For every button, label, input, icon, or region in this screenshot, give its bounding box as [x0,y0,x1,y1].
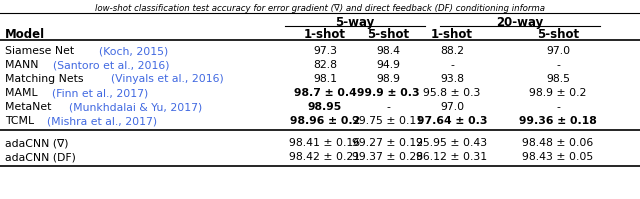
Text: adaCNN (DF): adaCNN (DF) [5,152,76,162]
Text: 88.2: 88.2 [440,46,464,56]
Text: MAML: MAML [5,88,41,98]
Text: -: - [450,60,454,70]
Text: Model: Model [5,28,45,41]
Text: (Santoro et al., 2016): (Santoro et al., 2016) [52,60,169,70]
Text: 5-shot: 5-shot [537,28,579,41]
Text: (Munkhdalai & Yu, 2017): (Munkhdalai & Yu, 2017) [69,102,203,112]
Text: 95.8 ± 0.3: 95.8 ± 0.3 [423,88,481,98]
Text: 98.43 ± 0.05: 98.43 ± 0.05 [522,152,594,162]
Text: 99.9 ± 0.3: 99.9 ± 0.3 [356,88,419,98]
Text: 82.8: 82.8 [313,60,337,70]
Text: 99.37 ± 0.28: 99.37 ± 0.28 [353,152,424,162]
Text: 93.8: 93.8 [440,74,464,84]
Text: 5-way: 5-way [335,16,374,29]
Text: -: - [556,60,560,70]
Text: 98.41 ± 0.16: 98.41 ± 0.16 [289,138,360,148]
Text: 97.0: 97.0 [546,46,570,56]
Text: -: - [556,102,560,112]
Text: (Vinyals et al., 2016): (Vinyals et al., 2016) [111,74,223,84]
Text: low-shot classification test accuracy for error gradient (∇) and direct feedback: low-shot classification test accuracy fo… [95,4,545,13]
Text: 96.12 ± 0.31: 96.12 ± 0.31 [417,152,488,162]
Text: Siamese Net: Siamese Net [5,46,77,56]
Text: 97.3: 97.3 [313,46,337,56]
Text: (Mishra et al., 2017): (Mishra et al., 2017) [47,116,157,126]
Text: TCML: TCML [5,116,38,126]
Text: (Finn et al., 2017): (Finn et al., 2017) [52,88,148,98]
Text: 94.9: 94.9 [376,60,400,70]
Text: 98.7 ± 0.4: 98.7 ± 0.4 [294,88,356,98]
Text: 20-way: 20-way [497,16,543,29]
Text: 99.27 ± 0.12: 99.27 ± 0.12 [353,138,424,148]
Text: Matching Nets: Matching Nets [5,74,87,84]
Text: MetaNet: MetaNet [5,102,55,112]
Text: 1-shot: 1-shot [304,28,346,41]
Text: -: - [386,102,390,112]
Text: MANN: MANN [5,60,42,70]
Text: 98.42 ± 0.21: 98.42 ± 0.21 [289,152,360,162]
Text: 95.95 ± 0.43: 95.95 ± 0.43 [417,138,488,148]
Text: 97.0: 97.0 [440,102,464,112]
Text: 98.48 ± 0.06: 98.48 ± 0.06 [522,138,594,148]
Text: 98.95: 98.95 [308,102,342,112]
Text: 98.96 ± 0.2: 98.96 ± 0.2 [290,116,360,126]
Text: 99.75 ± 0.11: 99.75 ± 0.11 [353,116,424,126]
Text: 99.36 ± 0.18: 99.36 ± 0.18 [519,116,597,126]
Text: 1-shot: 1-shot [431,28,473,41]
Text: 98.4: 98.4 [376,46,400,56]
Text: 98.9 ± 0.2: 98.9 ± 0.2 [529,88,587,98]
Text: adaCNN (∇): adaCNN (∇) [5,138,68,148]
Text: 97.64 ± 0.3: 97.64 ± 0.3 [417,116,487,126]
Text: 98.5: 98.5 [546,74,570,84]
Text: (Koch, 2015): (Koch, 2015) [99,46,168,56]
Text: 98.1: 98.1 [313,74,337,84]
Text: 98.9: 98.9 [376,74,400,84]
Text: 5-shot: 5-shot [367,28,409,41]
